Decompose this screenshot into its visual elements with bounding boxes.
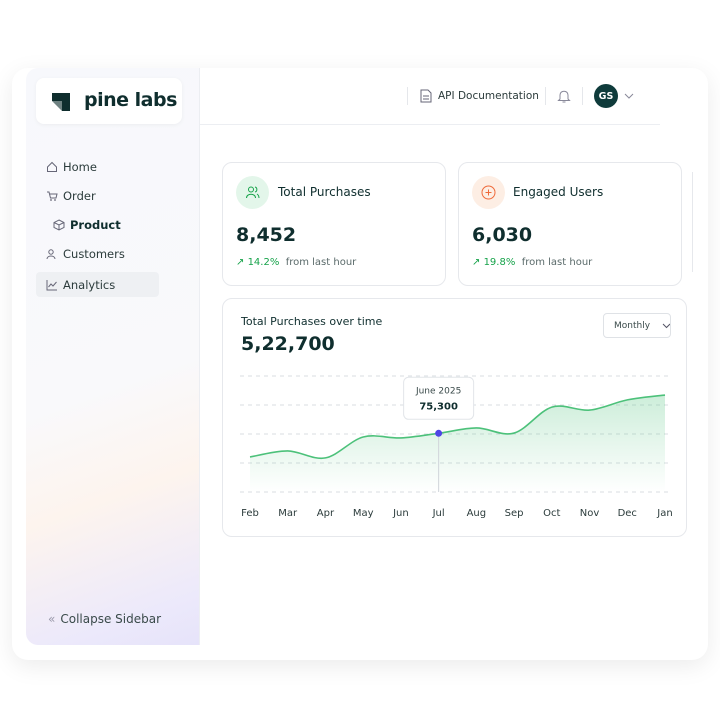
api-docs-link[interactable]: API Documentation (438, 90, 539, 102)
collapse-button[interactable]: « Collapse Sidebar (48, 612, 161, 626)
chevron[interactable] (624, 92, 634, 100)
doc-icon (420, 89, 432, 103)
card-value: 6,030 (472, 224, 533, 246)
separator (582, 87, 583, 105)
brand: pine labs (84, 89, 177, 111)
x-tick-label: Apr (317, 508, 335, 519)
avatar[interactable]: GS (594, 84, 618, 108)
nav-item[interactable]: Home (46, 160, 97, 174)
bell-icon[interactable] (557, 88, 571, 104)
x-tick-label: Oct (543, 508, 560, 519)
nav-label: Analytics (63, 278, 116, 292)
period-label: Monthly (614, 320, 651, 331)
x-tick-label: Dec (618, 508, 637, 519)
card-value: 8,452 (236, 224, 297, 246)
nav-label: Product (70, 218, 121, 232)
card-title: Total Purchases (278, 185, 371, 199)
collapse-label: Collapse Sidebar (60, 612, 162, 626)
line (249, 394, 666, 460)
tooltip-title: June 2025 (415, 386, 461, 396)
card-title: Engaged Users (513, 185, 604, 199)
tooltip-value: 75,300 (419, 401, 458, 412)
x-tick-label: Aug (467, 508, 487, 519)
nav-label: Order (63, 189, 96, 203)
tooltip-box (403, 376, 475, 420)
collapse-icon: « (48, 612, 56, 626)
delta-note: from last hour (521, 257, 593, 268)
nav-item[interactable]: Product (53, 218, 121, 232)
card-icon-bg (236, 176, 269, 209)
delta-value: 19.8% (483, 257, 516, 268)
delta-value: 14.2% (247, 257, 280, 268)
x-tick-label: Jan (656, 508, 672, 519)
x-tick-label: Sep (505, 508, 524, 519)
card-delta: ↗ 19.8% from last hour (472, 257, 593, 268)
plus-icon (481, 185, 496, 200)
nav-active-bg (36, 272, 159, 297)
nav-item[interactable]: Analytics (46, 278, 115, 292)
chart-total: 5,22,700 (241, 333, 335, 355)
nav-item[interactable]: Customers (46, 247, 125, 261)
delta-note: from last hour (285, 257, 357, 268)
nav-label: Home (63, 160, 97, 174)
sidebar (26, 68, 200, 645)
card-delta: ↗ 14.2% from last hour (236, 257, 357, 268)
users-icon (246, 186, 260, 199)
logo-icon (52, 93, 70, 111)
period-dropdown[interactable]: Monthly (603, 313, 671, 338)
line-chart: Feb Mar Apr May Jun Jul Aug Sep Oct Nov Dec Jan June… (240, 375, 673, 519)
chart-title: Total Purchases over time (241, 315, 383, 328)
header-divider (200, 124, 660, 125)
hover-point (435, 429, 443, 437)
x-tick-label: May (353, 508, 374, 519)
nav-label: Customers (63, 247, 125, 261)
separator (407, 87, 408, 105)
separator (545, 87, 546, 105)
area (250, 395, 665, 492)
x-tick-label: Nov (580, 508, 600, 519)
x-tick-label: Feb (241, 508, 259, 519)
card-edge (692, 172, 693, 272)
x-tick-label: Jul (432, 508, 445, 519)
x-tick-label: Jun (392, 508, 409, 519)
nav-item[interactable]: Order (46, 189, 96, 203)
chevron (662, 323, 670, 328)
x-tick-label: Mar (278, 508, 298, 519)
